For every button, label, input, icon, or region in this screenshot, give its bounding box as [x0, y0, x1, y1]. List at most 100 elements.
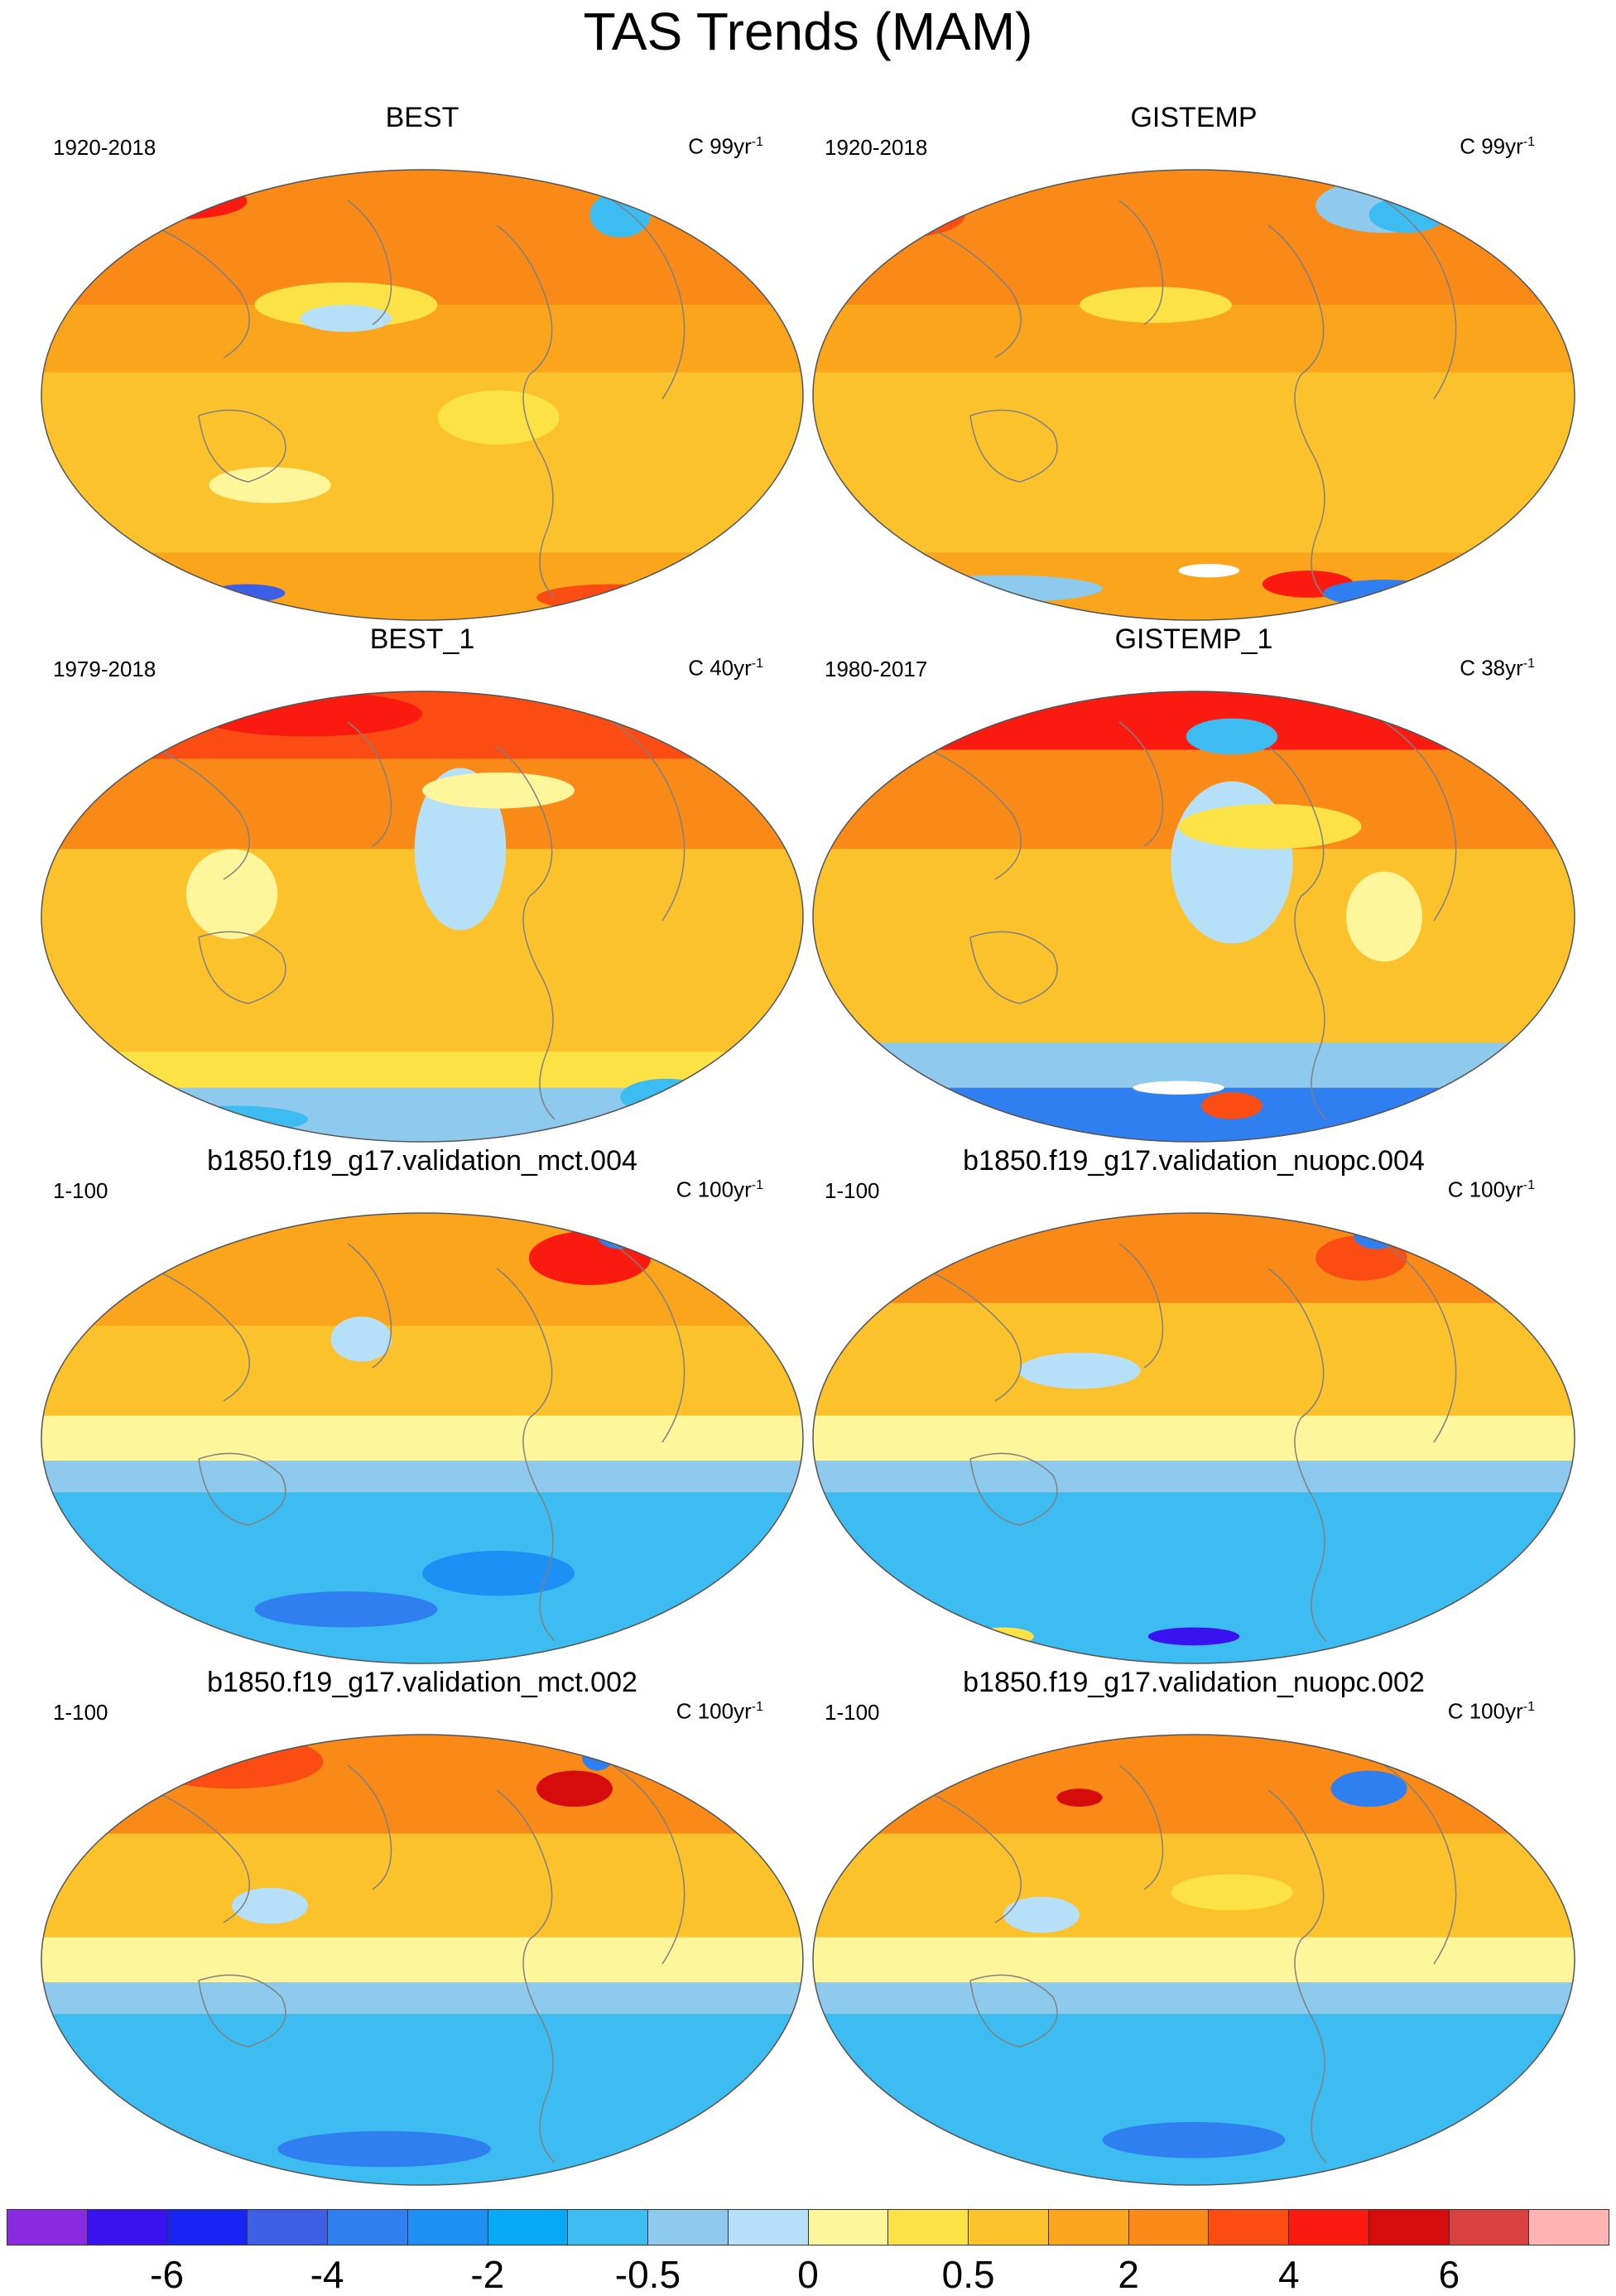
- trend-anomaly-patch: [1201, 1092, 1262, 1119]
- colorbar-tick-label: 2: [1118, 2253, 1139, 2296]
- trend-band: [813, 1087, 1575, 1142]
- trend-anomaly-patch: [194, 691, 422, 737]
- trend-anomaly-patch: [1056, 1788, 1103, 1807]
- coastline: [496, 1268, 556, 1642]
- map-svg: [41, 1212, 804, 1664]
- panel-title: BEST: [385, 102, 459, 133]
- coastline: [969, 1974, 1058, 2048]
- coastline: [496, 1789, 556, 2164]
- colorbar-box: [1368, 2210, 1450, 2245]
- trend-band: [41, 1213, 803, 1326]
- coastline: [347, 721, 392, 847]
- trend-anomaly-patch: [1346, 871, 1422, 962]
- panel-period: 1980-2017: [825, 657, 928, 681]
- units-base: C 99yr: [1460, 133, 1523, 159]
- panel-title: BEST_1: [369, 623, 475, 655]
- figure-title: TAS Trends (MAM): [583, 2, 1033, 61]
- trend-band: [41, 1415, 803, 1461]
- trend-band: [41, 1052, 803, 1088]
- colorbar-tick-label: -4: [310, 2253, 344, 2296]
- trend-band: [41, 1937, 803, 1983]
- coastline: [132, 1259, 250, 1402]
- units-base: C 38yr: [1460, 655, 1523, 681]
- coastline: [198, 931, 286, 1004]
- trend-anomaly-patch: [973, 1627, 1034, 1646]
- units-base: C 99yr: [688, 133, 752, 159]
- units-exponent: -1: [751, 657, 763, 671]
- coastline: [612, 1764, 685, 1965]
- map-panel: b1850.f19_g17.validation_mct.002 1-100 C 1…: [33, 1666, 811, 2188]
- trend-anomaly-patch: [1186, 718, 1278, 755]
- trend-band: [813, 1415, 1575, 1461]
- panel-units: C 38yr-1: [1460, 651, 1535, 681]
- trend-band: [813, 1735, 1575, 1834]
- trend-anomaly-patch: [422, 1551, 575, 1596]
- units-exponent: -1: [1522, 1700, 1535, 1714]
- trend-band: [41, 1833, 803, 1937]
- colorbar-tick-label: 0.5: [941, 2253, 995, 2296]
- colorbar-box: [167, 2210, 248, 2245]
- panel-title: b1850.f19_g17.validation_nuopc.002: [963, 1667, 1425, 1698]
- units-base: C 100yr: [1447, 1177, 1523, 1202]
- coastline: [132, 216, 250, 359]
- panel-title: b1850.f19_g17.validation_nuopc.004: [963, 1145, 1425, 1177]
- units-base: C 100yr: [1447, 1698, 1523, 1724]
- trend-anomaly-patch: [843, 192, 965, 238]
- trend-anomaly-patch: [300, 305, 392, 332]
- panel-period: 1-100: [53, 1178, 108, 1203]
- colorbar-box: [407, 2210, 488, 2245]
- map-svg: [812, 691, 1575, 1143]
- coastline: [198, 1974, 286, 2048]
- coastline: [1267, 224, 1327, 599]
- panel-title: GISTEMP: [1130, 102, 1258, 133]
- colorbar-box: [1529, 2210, 1609, 2245]
- trend-band: [41, 552, 803, 620]
- colorbar-box: [648, 2210, 729, 2245]
- coastline: [969, 1452, 1058, 1526]
- panel-title: b1850.f19_g17.validation_mct.002: [207, 1667, 637, 1698]
- panel-units: C 100yr-1: [1448, 1172, 1535, 1203]
- panel-units: C 100yr-1: [676, 1172, 763, 1203]
- trend-anomaly-patch: [277, 2130, 491, 2168]
- coastline: [1383, 721, 1457, 922]
- trend-anomaly-patch: [1330, 1770, 1407, 1807]
- trend-band: [813, 2014, 1575, 2185]
- map-svg: [812, 169, 1575, 621]
- colorbar-box: [248, 2210, 328, 2245]
- colorbar-box: [87, 2210, 168, 2245]
- trend-band: [41, 1461, 803, 1493]
- colorbar-box: [1209, 2210, 1289, 2245]
- map-outline: [812, 169, 1575, 621]
- map-svg: [812, 1212, 1575, 1664]
- trend-anomaly-patch: [185, 849, 278, 940]
- trend-anomaly-patch: [1018, 1352, 1141, 1389]
- map-outline: [41, 1212, 804, 1664]
- map-panel: GISTEMP_1 1980-2017 C 38yr-1: [805, 623, 1583, 1144]
- coastline: [496, 746, 556, 1120]
- trend-anomaly-patch: [1147, 1627, 1240, 1646]
- coastline: [132, 738, 250, 880]
- map-panel: b1850.f19_g17.validation_nuopc.002 1-100 C…: [805, 1666, 1583, 2188]
- panel-period: 1-100: [825, 1700, 880, 1725]
- colorbar-box: [568, 2210, 648, 2245]
- coastline: [198, 409, 286, 483]
- coastline: [1118, 200, 1164, 325]
- trend-band: [813, 1461, 1575, 1493]
- panel-units: C 99yr-1: [688, 129, 763, 160]
- trend-band: [41, 691, 803, 759]
- coastline: [1383, 1764, 1457, 1965]
- trend-anomaly-patch: [1178, 564, 1240, 578]
- panel-period: 1920-2018: [825, 135, 928, 160]
- trend-anomaly-patch: [254, 1591, 438, 1628]
- coastline: [612, 1243, 685, 1443]
- units-exponent: -1: [751, 1178, 763, 1192]
- panel-period: 1920-2018: [53, 135, 156, 160]
- colorbar-box: [1289, 2210, 1369, 2245]
- panel-title: GISTEMP_1: [1114, 623, 1273, 655]
- panel-units: C 100yr-1: [1448, 1694, 1535, 1725]
- map-panel: GISTEMP 1920-2018 C 99yr-1: [805, 101, 1583, 623]
- coastline: [132, 1781, 250, 1923]
- colorbar-tick-label: 4: [1278, 2253, 1300, 2296]
- trend-band: [813, 372, 1575, 553]
- colorbar: [7, 2209, 1609, 2245]
